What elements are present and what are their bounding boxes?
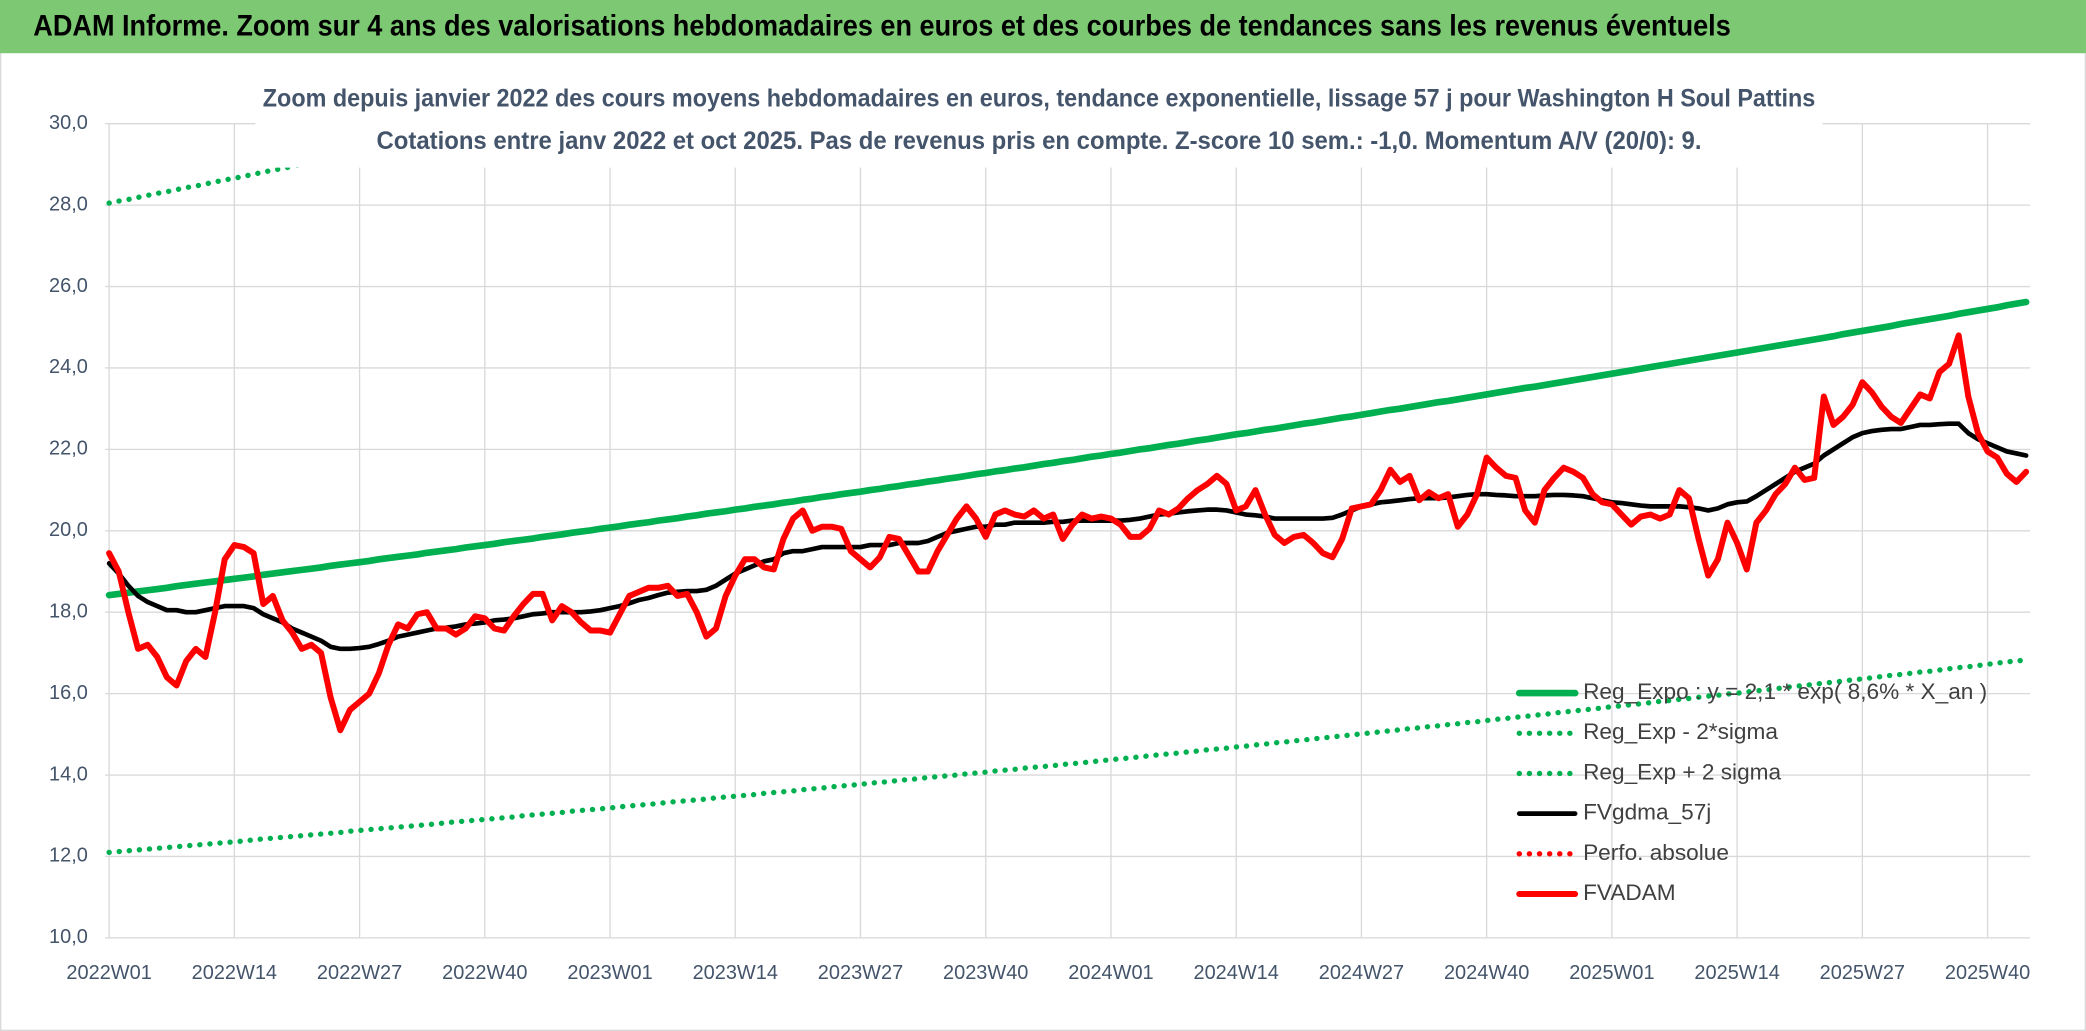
- x-tick-label: 2023W27: [818, 962, 903, 984]
- x-tick-label: 2024W01: [1068, 962, 1153, 984]
- chart-subtitle: Cotations entre janv 2022 et oct 2025. P…: [377, 127, 1702, 155]
- legend-label: FVgdma_57j: [1583, 800, 1711, 825]
- y-tick-label: 26,0: [49, 275, 88, 297]
- x-tick-label: 2024W40: [1444, 962, 1529, 984]
- x-tick-label: 2024W14: [1194, 962, 1279, 984]
- series-line: [106, 421, 2029, 652]
- x-tick-label: 2022W27: [317, 962, 402, 984]
- x-tick-label: 2025W01: [1569, 962, 1654, 984]
- legend-label: FVADAM: [1583, 880, 1676, 905]
- x-tick-label: 2023W01: [567, 962, 652, 984]
- title-box: [255, 77, 1823, 168]
- legend-label: Reg_Exp + 2 sigma: [1583, 759, 1781, 784]
- legend-label: Reg_Exp - 2*sigma: [1583, 719, 1778, 744]
- x-tick-label: 2022W40: [442, 962, 527, 984]
- y-tick-label: 16,0: [49, 682, 88, 704]
- x-tick-label: 2025W14: [1694, 962, 1779, 984]
- y-tick-label: 10,0: [49, 926, 88, 948]
- y-tick-label: 20,0: [49, 519, 88, 541]
- y-tick-label: 28,0: [49, 193, 88, 215]
- grid: 10,0 12,0 14,0 16,0 18,0 20,0 22,0 24,0 26,0 28,0…: [49, 112, 2030, 984]
- legend-label: Perfo. absolue: [1583, 840, 1729, 865]
- x-tick-label: 2024W27: [1319, 962, 1404, 984]
- legend-label: Reg_Expo : y = 2,1 * exp( 8,6% * X_an ): [1583, 679, 1987, 704]
- header-title: ADAM Informe. Zoom sur 4 ans des valoris…: [33, 11, 1730, 43]
- y-tick-label: 14,0: [49, 763, 88, 785]
- x-tick-label: 2022W01: [66, 962, 151, 984]
- series-line: [106, 332, 2030, 734]
- header-band: [0, 0, 2086, 54]
- x-tick-label: 2022W14: [192, 962, 277, 984]
- series-line: [106, 657, 2029, 856]
- x-tick-label: 2025W40: [1945, 962, 2030, 984]
- legend: Reg_Expo : y = 2,1 * exp( 8,6% * X_an ) R…: [1515, 679, 1987, 905]
- y-tick-label: 18,0: [49, 600, 88, 622]
- x-tick-label: 2023W14: [693, 962, 778, 984]
- y-tick-label: 22,0: [49, 438, 88, 460]
- y-tick-label: 12,0: [49, 845, 88, 867]
- series-line: [105, 298, 2030, 599]
- y-tick-label: 30,0: [49, 112, 88, 134]
- x-tick-label: 2023W40: [943, 962, 1028, 984]
- x-tick-label: 2025W27: [1820, 962, 1905, 984]
- chart-title: Zoom depuis janvier 2022 des cours moyen…: [263, 84, 1815, 112]
- y-tick-label: 24,0: [49, 356, 88, 378]
